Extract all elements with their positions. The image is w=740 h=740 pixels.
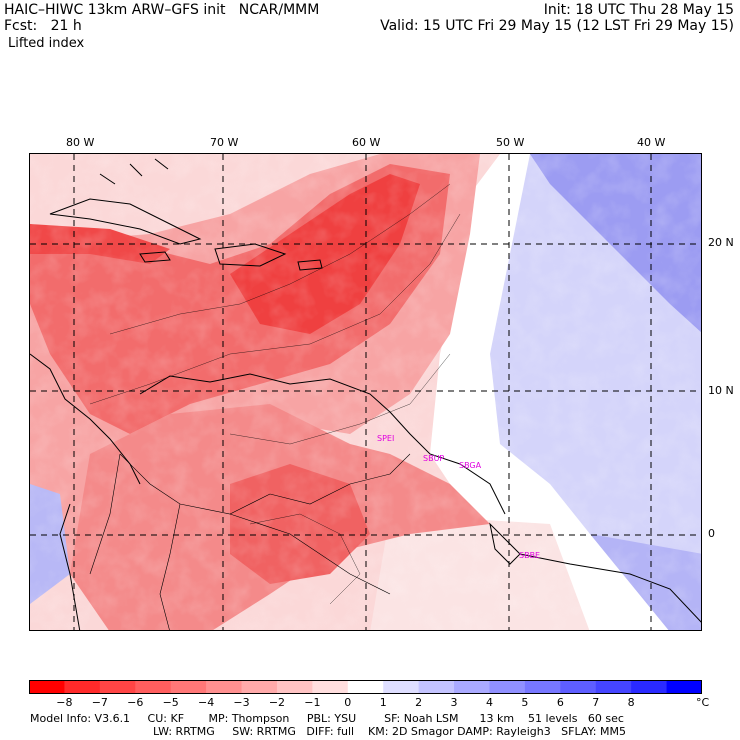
model-title: HAIC–HIWC 13km ARW–GFS init NCAR/MMM: [4, 2, 320, 18]
colorbar-tick-label: −7: [91, 696, 108, 709]
graticule: [30, 154, 701, 630]
colorbar-tick-label: −3: [233, 696, 250, 709]
colorbar-tick-label: −6: [127, 696, 144, 709]
colorbar-bin: [241, 680, 278, 694]
lon-label-60w: 60 W: [352, 136, 381, 149]
colorbar-tick-label: −1: [304, 696, 321, 709]
colorbar-bin: [29, 680, 65, 694]
lon-label-40w: 40 W: [637, 136, 666, 149]
colorbar-bin: [595, 680, 632, 694]
lat-label-10n: 10 N: [708, 384, 734, 397]
colorbar-tick-label: 2: [415, 696, 423, 709]
cuba-coast: [49, 198, 202, 245]
colorbar-bin: [347, 680, 384, 694]
model-info-line1: Model Info: V3.6.1 CU: KF MP: Thompson P…: [30, 712, 624, 725]
colorbar-tick-label: −8: [56, 696, 73, 709]
amazon-delta: [489, 522, 521, 565]
station-sbbe: SBBE: [519, 551, 541, 560]
colorbar-tick-label: 4: [485, 696, 493, 709]
lat-label-20n: 20 N: [708, 236, 734, 249]
colorbar-bin: [99, 680, 136, 694]
lat-label-0: 0: [708, 527, 715, 540]
colorbar-tick-label: −4: [197, 696, 215, 709]
model-info-line2: LW: RRTMG SW: RRTMG DIFF: full KM: 2D Sm…: [153, 725, 626, 738]
border-3: [159, 503, 181, 630]
colorbar-bin: [64, 680, 101, 694]
contour-3: [229, 353, 451, 445]
border-4: [229, 513, 391, 595]
guiana-coast: [389, 411, 506, 515]
colorbar-bin: [206, 680, 243, 694]
station-spei: SPEI: [377, 434, 395, 443]
station-sbga: SBGA: [459, 461, 482, 470]
colorbar-tick-label: 5: [521, 696, 529, 709]
lon-label-80w: 80 W: [66, 136, 95, 149]
border-2: [269, 453, 411, 505]
station-sbup: SBUP: [423, 454, 445, 463]
pacific-coast: [59, 503, 81, 630]
colorbar-tick-label: 7: [592, 696, 600, 709]
colorbar-bin: [383, 680, 420, 694]
colorbar-bin: [170, 680, 207, 694]
valid-time: Valid: 15 UTC Fri 29 May 15 (12 LST Fri …: [380, 18, 734, 34]
colorbar-bin: [418, 680, 455, 694]
contour-1: [109, 183, 451, 335]
colorbar-tick-label: 3: [450, 696, 458, 709]
colorbar-bin: [560, 680, 597, 694]
lifted-index-map: SPEI SBUP SBGA SBBE: [29, 153, 702, 631]
colorbar-tick-label: 0: [344, 696, 352, 709]
map-canvas: [30, 154, 701, 630]
colorbar-bin: [631, 680, 668, 694]
colorbar-tick-label: −2: [268, 696, 286, 709]
forecast-hour: Fcst: 21 h: [4, 18, 82, 34]
colorbar-tick-label: 6: [556, 696, 564, 709]
init-time: Init: 18 UTC Thu 28 May 15: [543, 2, 734, 18]
contour-2: [89, 213, 461, 405]
colorbar-bin: [276, 680, 313, 694]
colorbar-bin: [524, 680, 561, 694]
colorbar-bin: [312, 680, 349, 694]
bahamas: [99, 158, 169, 185]
colorbar-bin: [666, 680, 702, 694]
lon-label-50w: 50 W: [496, 136, 525, 149]
hispaniola-coast: [214, 243, 287, 267]
contours: [89, 183, 461, 605]
field-name: Lifted index: [8, 36, 85, 51]
colorbar-tick-label: 1: [379, 696, 387, 709]
colorbar-bin: [135, 680, 172, 694]
colorbar-bin: [489, 680, 526, 694]
colorbar-bin: [454, 680, 490, 694]
colorbar-border: [29, 680, 702, 694]
contour-4: [249, 513, 361, 605]
brazil-coast: [519, 553, 701, 623]
jamaica-coast: [139, 251, 171, 263]
colorbar-unit: °C: [696, 696, 710, 709]
colorbar: [29, 680, 702, 694]
colorbar-tick-label: −5: [162, 696, 179, 709]
lon-label-70w: 70 W: [210, 136, 239, 149]
border-5: [89, 453, 121, 575]
borders: [89, 453, 411, 630]
colorbar-tick-label: 8: [627, 696, 635, 709]
